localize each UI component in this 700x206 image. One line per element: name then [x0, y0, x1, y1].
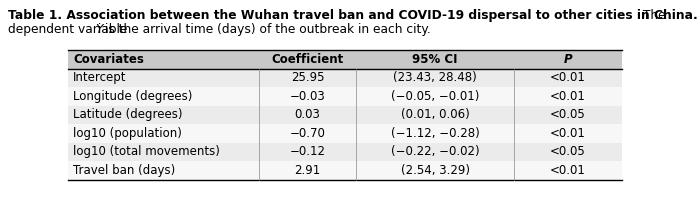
Text: Intercept: Intercept	[73, 71, 127, 84]
Bar	[68, 143, 622, 161]
Text: (−1.12, −0.28): (−1.12, −0.28)	[391, 127, 480, 140]
Text: Coefficient: Coefficient	[272, 53, 344, 66]
Text: Y: Y	[95, 23, 102, 36]
Text: dependent variable: dependent variable	[8, 23, 132, 36]
Text: 95% CI: 95% CI	[412, 53, 458, 66]
Text: The: The	[639, 9, 666, 22]
Text: log10 (population): log10 (population)	[73, 127, 182, 140]
Text: <0.01: <0.01	[550, 90, 586, 103]
Text: Table 1. Association between the Wuhan travel ban and COVID-19 dispersal to othe: Table 1. Association between the Wuhan t…	[8, 9, 698, 22]
Text: 2.91: 2.91	[295, 164, 321, 177]
Bar	[68, 161, 622, 179]
Text: <0.01: <0.01	[550, 71, 586, 84]
Text: is the arrival time (days) of the outbreak in each city.: is the arrival time (days) of the outbre…	[101, 23, 430, 36]
Text: (23.43, 28.48): (23.43, 28.48)	[393, 71, 477, 84]
Text: Latitude (degrees): Latitude (degrees)	[73, 108, 183, 121]
Text: 0.03: 0.03	[295, 108, 321, 121]
Text: 25.95: 25.95	[291, 71, 324, 84]
Text: −0.03: −0.03	[290, 90, 326, 103]
Text: <0.05: <0.05	[550, 108, 586, 121]
Bar	[68, 87, 622, 105]
Text: −0.12: −0.12	[290, 145, 326, 158]
Text: log10 (total movements): log10 (total movements)	[73, 145, 220, 158]
Text: (2.54, 3.29): (2.54, 3.29)	[400, 164, 470, 177]
Text: Travel ban (days): Travel ban (days)	[73, 164, 175, 177]
Bar	[68, 105, 622, 124]
Text: −0.70: −0.70	[290, 127, 326, 140]
Bar	[68, 124, 622, 143]
Text: (−0.05, −0.01): (−0.05, −0.01)	[391, 90, 480, 103]
Bar	[68, 50, 622, 69]
Text: Longitude (degrees): Longitude (degrees)	[73, 90, 193, 103]
Text: (0.01, 0.06): (0.01, 0.06)	[400, 108, 470, 121]
Text: <0.01: <0.01	[550, 164, 586, 177]
Text: (−0.22, −0.02): (−0.22, −0.02)	[391, 145, 480, 158]
Text: Covariates: Covariates	[73, 53, 144, 66]
Text: <0.01: <0.01	[550, 127, 586, 140]
Bar	[68, 69, 622, 87]
Text: P: P	[564, 53, 573, 66]
Text: <0.05: <0.05	[550, 145, 586, 158]
